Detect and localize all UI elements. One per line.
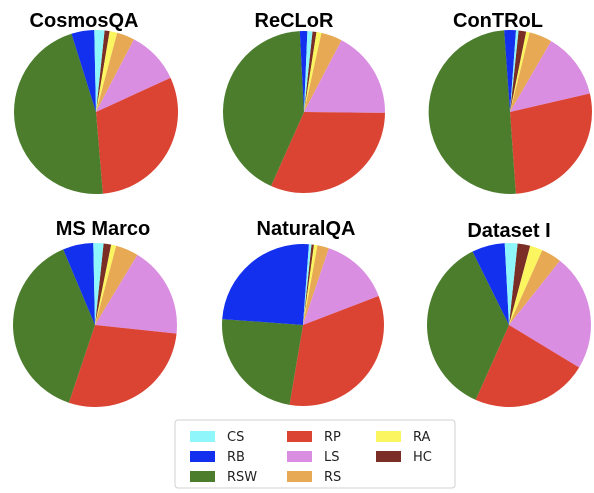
legend-swatch-cs <box>190 431 215 442</box>
pie-slice-rb <box>63 243 95 325</box>
chart-control: ConTRoL <box>428 10 592 194</box>
legend-label-rs: RS <box>324 470 341 485</box>
pie-slice-ls <box>96 39 171 112</box>
legend: CS RB RSW RP LS RS RA HC <box>174 419 456 489</box>
pie-slice-cs <box>93 243 104 325</box>
pie-slice-ls <box>304 40 386 113</box>
pie-slice-hc <box>510 30 527 113</box>
pie-control <box>428 30 592 194</box>
pie-slice-cs <box>504 242 518 325</box>
legend-label-rsw: RSW <box>227 470 257 485</box>
chart-title-naturalqa: NaturalQA <box>257 218 356 240</box>
pie-slice-ra <box>303 244 318 325</box>
pie-slice-rb <box>299 30 308 112</box>
pie-slice-rs <box>304 32 342 112</box>
pie-slice-rs <box>96 32 134 112</box>
pie-slice-rb <box>71 30 96 112</box>
pie-slice-rsw <box>222 31 304 186</box>
pie-slice-hc <box>95 243 112 325</box>
legend-swatch-hc <box>376 451 401 462</box>
legend-swatch-ls <box>287 451 312 462</box>
pie-cosmosqa <box>14 30 179 194</box>
pie-slice-ra <box>96 31 118 112</box>
pie-slice-rp <box>289 295 385 407</box>
pie-slice-rsw <box>14 33 103 194</box>
legend-label-cs: CS <box>227 430 244 445</box>
pie-slice-rsw <box>12 249 96 403</box>
pie-slice-cs <box>304 31 313 112</box>
pie-slice-rs <box>510 32 552 112</box>
pie-slice-ra <box>510 31 530 112</box>
pie-slice-hc <box>303 244 314 325</box>
pie-slice-cs <box>94 30 105 112</box>
pie-slice-ls <box>95 254 177 334</box>
chart-cosmosqa: CosmosQA <box>14 10 179 194</box>
pie-slice-hc <box>304 31 317 112</box>
pie-slice-rp <box>475 325 580 407</box>
legend-swatch-rsw <box>190 471 215 482</box>
pie-slice-rp <box>271 112 385 194</box>
legend-swatch-rs <box>287 471 312 482</box>
pie-slice-cs <box>303 244 312 325</box>
pie-slice-rs <box>509 250 560 325</box>
legend-label-ls: LS <box>324 450 340 465</box>
pie-slice-ra <box>304 31 322 112</box>
pie-msmarco <box>12 243 177 408</box>
pie-slice-rp <box>68 325 177 408</box>
legend-label-rp: RP <box>324 430 341 445</box>
legend-label-hc: HC <box>413 450 432 465</box>
chart-naturalqa: NaturalQA <box>222 218 385 407</box>
pie-slice-cs <box>510 30 519 112</box>
pie-slice-rp <box>510 93 592 194</box>
pie-slice-rb <box>222 244 309 325</box>
chart-title-dataset-i: Dataset I <box>467 220 550 242</box>
pie-slice-hc <box>96 30 110 113</box>
pie-slice-ra <box>95 244 117 325</box>
legend-label-ra: RA <box>413 430 431 445</box>
chart-reclor: ReCLoR <box>222 10 386 194</box>
pie-naturalqa <box>222 244 385 407</box>
pie-slice-ra <box>509 245 543 325</box>
pie-slice-rs <box>303 245 329 325</box>
pie-slice-rsw <box>427 251 509 400</box>
pie-slice-hc <box>509 243 531 325</box>
pie-slice-ls <box>509 260 591 368</box>
chart-dataset-i: Dataset I <box>427 220 591 407</box>
pie-slice-rb <box>472 243 509 325</box>
pie-slice-rs <box>95 245 138 325</box>
chart-msmarco: MS Marco <box>12 218 177 408</box>
pie-dataset-i <box>427 242 591 407</box>
pie-slice-rsw <box>222 319 303 405</box>
legend-swatch-rb <box>190 451 215 462</box>
legend-swatch-ra <box>376 431 401 442</box>
chart-title-cosmosqa: CosmosQA <box>30 10 139 32</box>
chart-title-msmarco: MS Marco <box>56 218 150 240</box>
pie-slice-rsw <box>428 30 516 194</box>
pie-slice-ls <box>510 41 590 112</box>
pie-reclor <box>222 30 386 194</box>
pie-slice-rb <box>504 30 517 112</box>
legend-swatch-rp <box>287 431 312 442</box>
legend-label-rb: RB <box>227 450 245 465</box>
chart-title-control: ConTRoL <box>453 10 543 32</box>
pie-slice-ls <box>303 248 379 325</box>
chart-title-reclor: ReCLoR <box>255 10 334 32</box>
pie-slice-rp <box>96 77 179 194</box>
